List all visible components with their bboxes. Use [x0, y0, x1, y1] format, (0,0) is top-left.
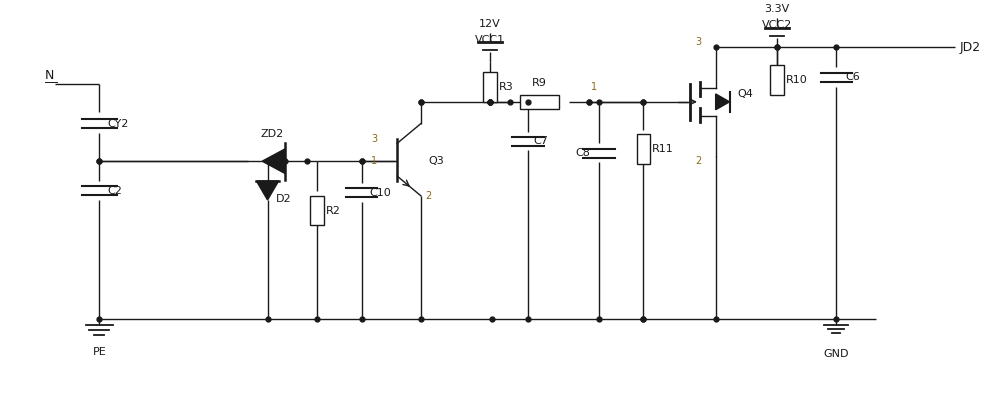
Text: 3: 3	[696, 38, 702, 48]
Text: 2: 2	[425, 191, 431, 201]
Text: GND: GND	[824, 349, 849, 359]
Bar	[483, 72, 497, 102]
Text: Q4: Q4	[737, 89, 753, 99]
Text: C10: C10	[369, 188, 391, 198]
Text: N: N	[45, 69, 54, 82]
Text: 2: 2	[696, 156, 702, 166]
Bar	[770, 65, 784, 95]
Polygon shape	[256, 181, 279, 200]
Text: C7: C7	[534, 136, 549, 146]
Bar	[310, 196, 324, 226]
Text: C6: C6	[845, 72, 860, 82]
Text: 3: 3	[371, 134, 377, 144]
Text: C8: C8	[575, 148, 590, 158]
Text: C2: C2	[107, 186, 122, 196]
Text: Q3: Q3	[429, 156, 445, 166]
Text: JD2: JD2	[960, 41, 981, 54]
Text: ZD2: ZD2	[261, 130, 284, 140]
Text: R2: R2	[326, 206, 341, 216]
Text: 1: 1	[371, 156, 377, 166]
Bar	[637, 134, 650, 164]
Polygon shape	[716, 94, 730, 110]
Text: CY2: CY2	[107, 119, 129, 129]
Text: PE: PE	[92, 347, 106, 357]
Text: R3: R3	[499, 82, 514, 92]
Text: R9: R9	[532, 78, 547, 88]
Text: 12V: 12V	[479, 19, 501, 29]
Text: D2: D2	[275, 194, 291, 204]
Polygon shape	[262, 149, 285, 174]
Text: R11: R11	[652, 144, 674, 154]
Text: VCC1: VCC1	[475, 34, 505, 44]
Text: R10: R10	[786, 75, 808, 85]
Text: 3.3V: 3.3V	[764, 4, 790, 14]
Bar	[520, 95, 559, 109]
Text: VCC2: VCC2	[762, 20, 792, 30]
Text: 1: 1	[591, 82, 597, 92]
